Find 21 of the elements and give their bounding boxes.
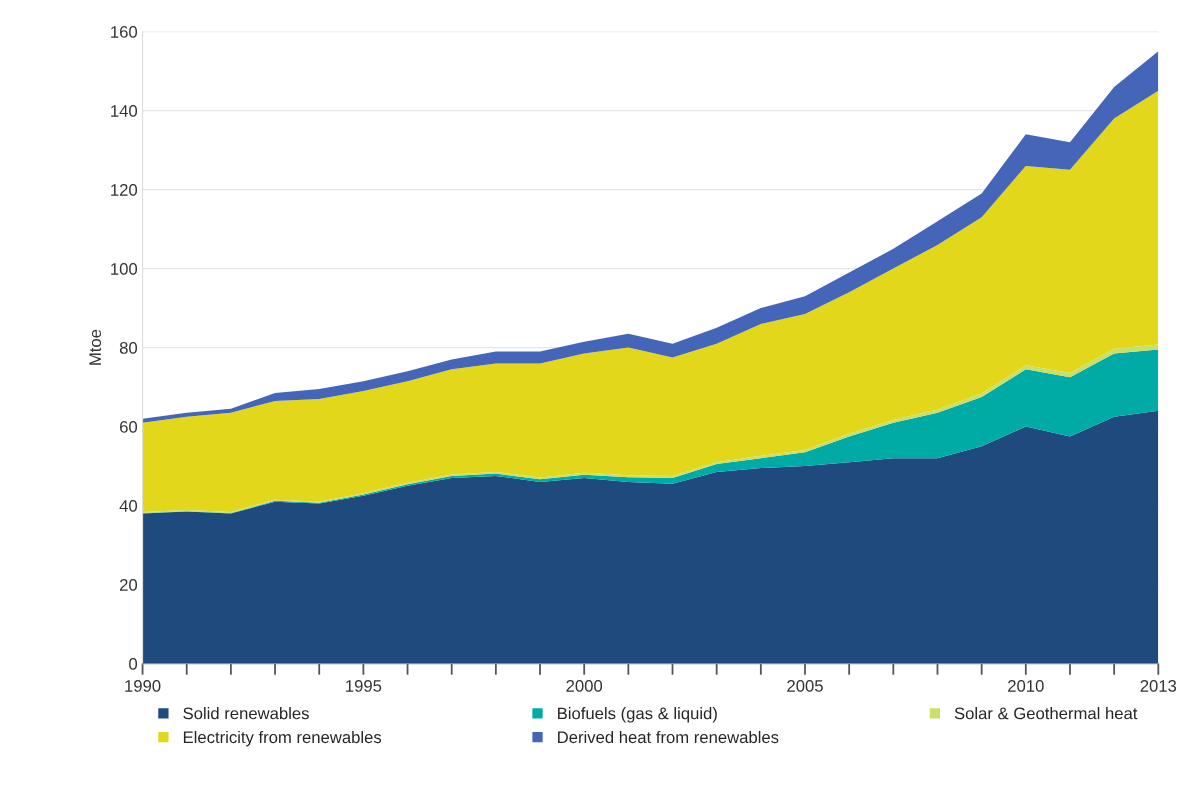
- legend-label: Solar & Geothermal heat: [954, 707, 1138, 720]
- legend-label: Derived heat from renewables: [558, 730, 779, 744]
- y-tick-label: 120: [111, 184, 138, 196]
- y-tick-label: 140: [111, 105, 138, 117]
- y-tick-label: 60: [120, 421, 138, 433]
- y-tick-label: 20: [120, 579, 138, 591]
- legend-label: Electricity from renewables: [183, 730, 382, 747]
- y-tick-label: 0: [129, 658, 138, 670]
- x-tick-label: 1995: [346, 680, 382, 692]
- x-tick-label: 2000: [566, 680, 603, 692]
- y-tick-label: 40: [119, 500, 138, 512]
- x-tick-label: 1990: [125, 680, 161, 692]
- y-tick-label: 160: [111, 26, 138, 38]
- x-tick-label: 2013: [1140, 680, 1177, 692]
- y-tick-label: 100: [111, 263, 138, 275]
- x-tick-label: 2005: [787, 680, 823, 692]
- legend-label: Solid renewables: [183, 707, 309, 720]
- legend-label: Biofuels (gas & liquid): [558, 707, 717, 723]
- y-axis-title: Mtoe: [89, 329, 102, 365]
- y-tick-label: 80: [119, 342, 138, 354]
- x-tick-label: 2010: [1008, 680, 1044, 692]
